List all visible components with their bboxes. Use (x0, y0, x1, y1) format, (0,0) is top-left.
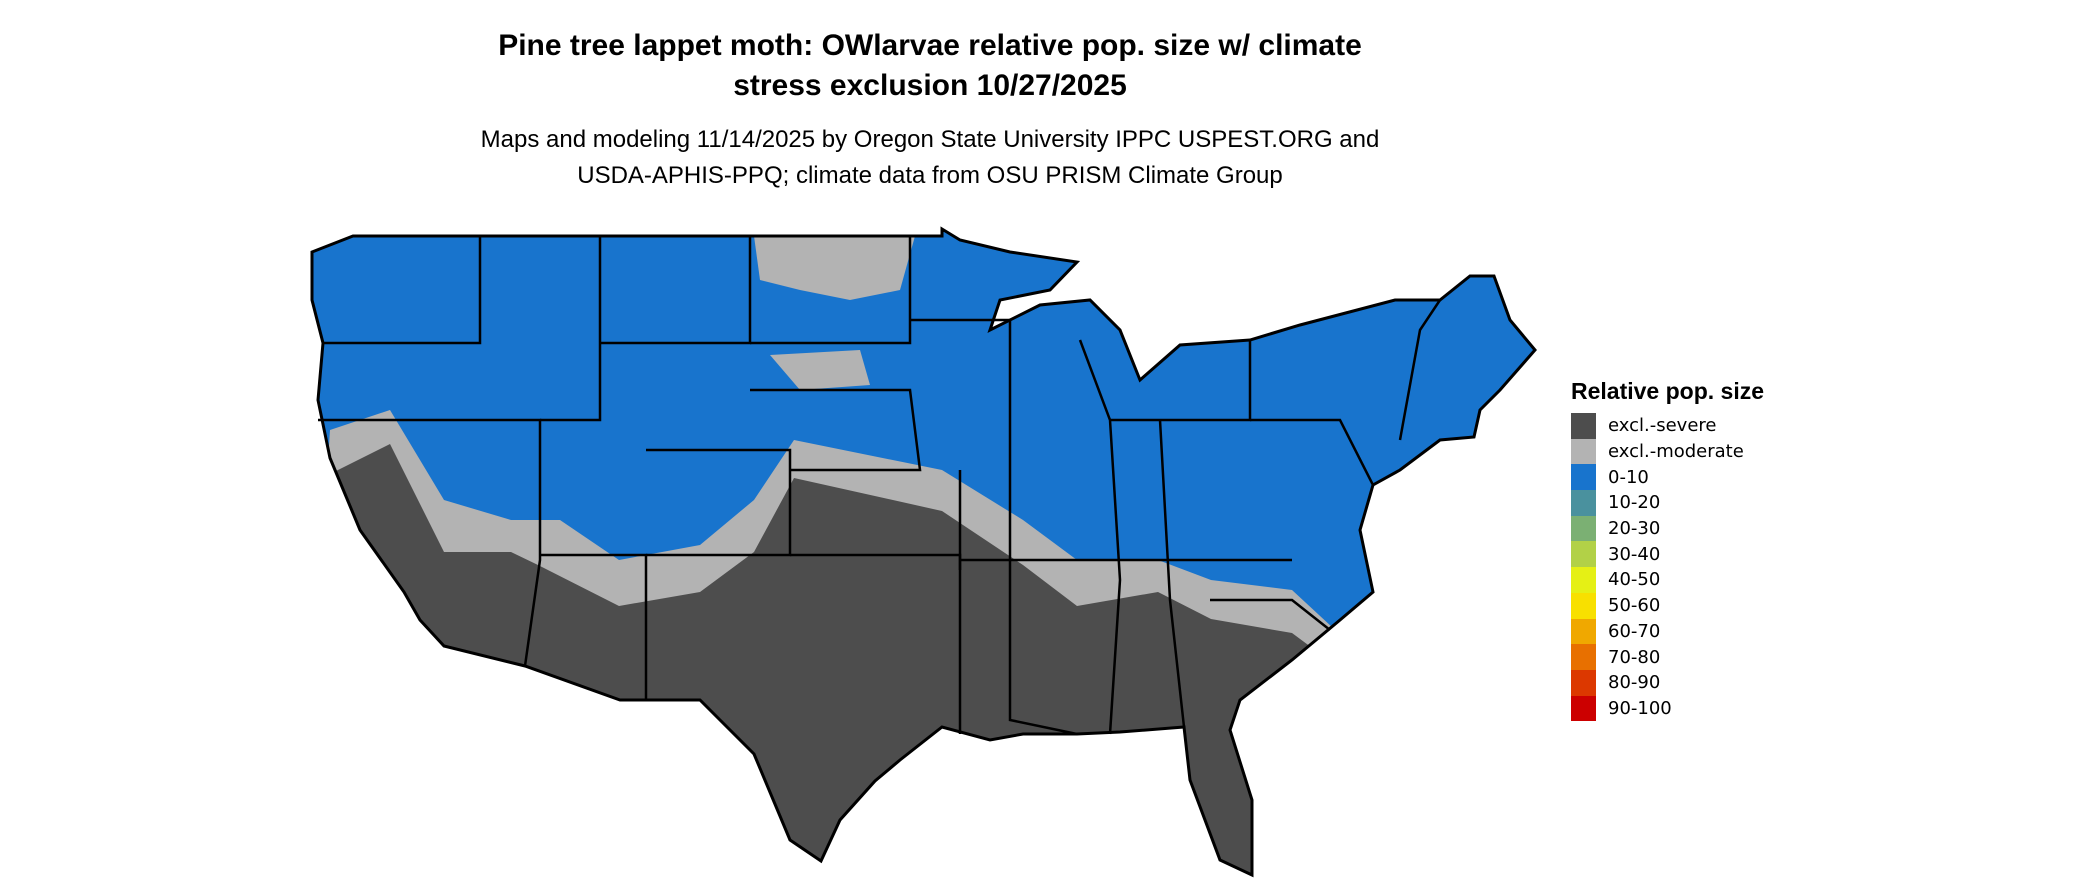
title-line-2: stress exclusion 10/27/2025 (733, 69, 1127, 102)
legend-label: 60-70 (1608, 620, 1661, 642)
legend-label: 50-60 (1608, 595, 1661, 617)
legend-swatch (1571, 541, 1596, 568)
legend-label: 20-30 (1608, 518, 1661, 540)
state-borders (318, 236, 1442, 736)
legend-swatch (1571, 644, 1596, 670)
legend: Relative pop. size excl.-severe excl.-mod… (1571, 378, 1765, 722)
legend-swatch (1571, 438, 1596, 465)
legend-label: excl.-severe (1608, 415, 1717, 437)
legend-item: 60-70 (1571, 618, 1764, 645)
legend-swatch (1571, 695, 1596, 722)
excl-moderate-sandhills (770, 350, 870, 390)
legend-item: 0-10 (1571, 464, 1764, 491)
legend-swatch (1571, 490, 1596, 516)
legend-label: 10-20 (1608, 492, 1661, 514)
subtitle-line-2: USDA-APHIS-PPQ; climate data from OSU PR… (577, 162, 1283, 189)
legend-swatch (1571, 464, 1596, 491)
legend-label: 0-10 (1608, 466, 1649, 488)
legend-item: 40-50 (1571, 567, 1764, 593)
legend-item: 20-30 (1571, 515, 1764, 542)
legend-items: excl.-severe excl.-moderate 0-10 10-20 20-30… (1571, 413, 1764, 722)
legend-item: 90-100 (1571, 695, 1764, 722)
legend-label: 70-80 (1608, 646, 1661, 668)
legend-swatch (1571, 592, 1596, 619)
legend-swatch (1571, 567, 1596, 593)
legend-label: excl.-moderate (1608, 441, 1744, 463)
legend-swatch (1571, 669, 1596, 696)
legend-item: 80-90 (1571, 669, 1764, 696)
legend-item: 70-80 (1571, 644, 1764, 670)
legend-item: 30-40 (1571, 541, 1764, 568)
legend-item: 10-20 (1571, 490, 1764, 516)
title-line-1: Pine tree lappet moth: OWlarvae relative… (498, 29, 1362, 62)
legend-label: 90-100 (1608, 697, 1672, 719)
legend-swatch (1571, 618, 1596, 645)
legend-item: excl.-moderate (1571, 438, 1764, 465)
subtitle-line-1: Maps and modeling 11/14/2025 by Oregon S… (480, 126, 1380, 153)
legend-label: 30-40 (1608, 543, 1661, 565)
legend-label: 40-50 (1608, 569, 1661, 591)
excl-moderate-dakotas (754, 236, 915, 300)
legend-item: excl.-severe (1571, 413, 1764, 439)
map-subtitle: Maps and modeling 11/14/2025 by Oregon S… (380, 122, 1480, 194)
legend-label: 80-90 (1608, 672, 1661, 694)
legend-swatch (1571, 413, 1596, 439)
legend-item: 50-60 (1571, 592, 1764, 619)
legend-title: Relative pop. size (1571, 378, 1765, 404)
map-title: Pine tree lappet moth: OWlarvae relative… (380, 26, 1480, 106)
legend-swatch (1571, 515, 1596, 542)
